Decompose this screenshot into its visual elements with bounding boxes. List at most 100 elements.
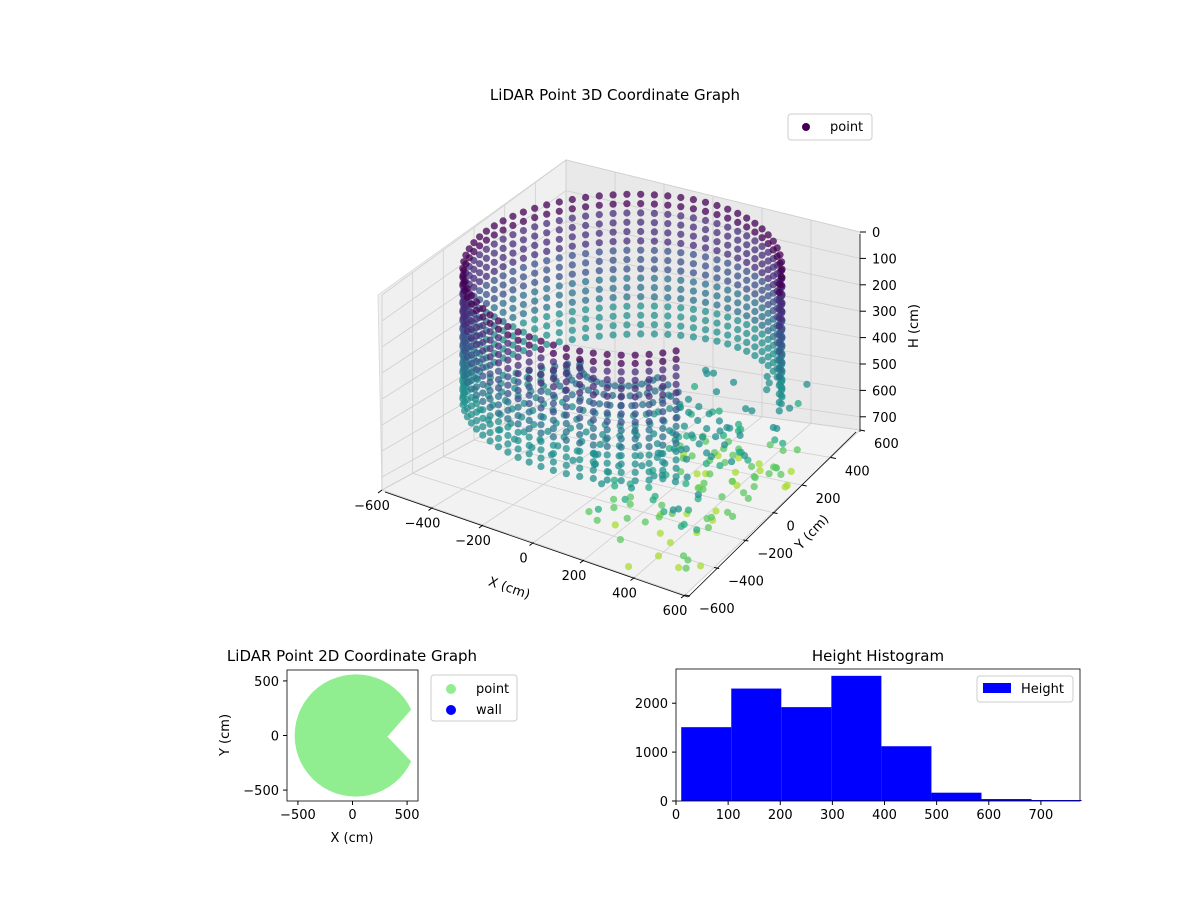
- scatter3d-point: [775, 288, 783, 296]
- scatter3d-point: [751, 307, 759, 316]
- scatter3d-point: [713, 310, 721, 318]
- scatter3d-point: [617, 368, 625, 376]
- scatter3d-point: [472, 408, 481, 416]
- scatter3d-point: [758, 356, 766, 364]
- scatter3d-point: [549, 441, 558, 449]
- histogram-bar: [931, 792, 982, 801]
- histogram-x-tick-label: 0: [672, 808, 680, 823]
- scatter3d-point: [701, 280, 710, 288]
- scatter3d-point: [721, 441, 729, 449]
- scatter3d-point: [617, 376, 625, 384]
- scatter3d-point: [631, 460, 639, 468]
- scatter3d-point: [555, 198, 563, 206]
- scatter3d-point: [659, 349, 667, 357]
- scatter3d-point: [603, 367, 611, 375]
- scatter3d-point: [743, 214, 751, 222]
- scatter3d-point: [701, 198, 710, 206]
- scatter3d-point: [677, 258, 685, 266]
- scatter3d-point: [519, 300, 528, 309]
- scatter3d-point: [519, 319, 528, 327]
- scatter3d-point: [543, 238, 551, 246]
- scatter3d-point: [730, 378, 738, 386]
- scatter3d-point: [514, 420, 522, 428]
- scatter3d-point: [582, 296, 590, 304]
- scatter3d-point: [543, 201, 551, 209]
- scatter3d-point: [598, 380, 606, 388]
- scatter3d-point: [659, 366, 667, 374]
- scatter3d-z-tick-label: 500: [872, 358, 897, 373]
- scatter3d-point: [611, 521, 619, 529]
- scatter3d-point: [568, 270, 576, 278]
- scatter3d-point: [744, 494, 752, 502]
- scatter2d-legend: point wall: [430, 674, 518, 722]
- histogram-x-tick-label: 300: [820, 808, 845, 823]
- histogram-y-tick-label: 0: [660, 795, 668, 810]
- scatter3d-point: [490, 295, 498, 303]
- scatter3d-point: [623, 256, 631, 264]
- scatter3d-point: [743, 232, 751, 240]
- scatter3d-point: [603, 350, 611, 359]
- scatter3d-point: [482, 263, 490, 271]
- scatter3d-point: [582, 278, 590, 286]
- scatter3d-point: [734, 290, 742, 298]
- scatter3d-point: [595, 323, 603, 331]
- scatter3d-point: [531, 325, 539, 333]
- scatter3d-point: [569, 456, 577, 464]
- scatter3d-point: [476, 269, 484, 277]
- scatter3d-point: [504, 373, 512, 381]
- histogram-bar: [981, 799, 1032, 801]
- scatter3d-point: [758, 234, 766, 242]
- scatter3d-point: [631, 385, 639, 393]
- scatter3d-y-tick-label: −400: [728, 575, 764, 590]
- scatter3d-point: [775, 365, 783, 373]
- scatter3d-point: [562, 436, 570, 444]
- scatter3d-point: [472, 349, 481, 357]
- scatter3d-point: [664, 220, 672, 228]
- scatter3d-point: [713, 328, 721, 336]
- scatter3d-point: [589, 382, 597, 391]
- scatter3d-point: [531, 204, 539, 212]
- scatter2d-y-axis-label: Y (cm): [218, 714, 233, 757]
- scatter3d-point: [775, 322, 783, 330]
- scatter3d-point: [763, 386, 771, 394]
- scatter3d-point: [637, 190, 645, 198]
- scatter3d-point: [486, 403, 494, 411]
- scatter3d-point: [679, 552, 688, 560]
- histogram-x-tick-label: 100: [716, 808, 741, 823]
- scatter3d-point: [677, 295, 685, 303]
- scatter3d-point: [650, 246, 659, 255]
- scatter3d-point: [595, 313, 603, 322]
- scatter3d-point: [486, 429, 494, 437]
- scatter3d-point: [705, 410, 713, 418]
- scatter3d-point: [589, 399, 597, 407]
- scatter3d-point: [568, 326, 576, 334]
- scatter3d-point: [677, 313, 685, 321]
- scatter3d-point: [631, 418, 639, 426]
- scatter3d-point: [776, 251, 784, 259]
- scatter3d-point: [724, 331, 732, 339]
- scatter3d-point: [715, 417, 724, 425]
- scatter3d-point: [689, 287, 698, 295]
- scatter3d-point: [494, 434, 503, 442]
- scatter3d-point: [525, 450, 533, 458]
- scatter3d-point: [650, 302, 659, 310]
- scatter3d-point: [494, 401, 503, 409]
- scatter3d-point: [472, 425, 481, 433]
- scatter3d-point: [504, 448, 512, 456]
- scatter3d-point: [631, 452, 639, 460]
- scatter3d-point: [672, 414, 680, 422]
- scatter3d-point: [621, 495, 629, 503]
- scatter3d-point: [637, 321, 645, 329]
- scatter3d-point: [525, 425, 533, 433]
- scatter3d-point: [609, 284, 617, 292]
- scatter3d-point: [617, 385, 625, 393]
- scatter3d-point: [650, 472, 658, 480]
- scatter3d-point: [724, 268, 732, 276]
- scatter3d-point: [519, 236, 528, 244]
- scatter3d-y-axis-line: [687, 431, 857, 598]
- scatter3d-point: [695, 403, 703, 411]
- scatter3d-point: [486, 412, 494, 420]
- scatter3d-point: [718, 493, 726, 501]
- scatter3d-point: [537, 362, 545, 370]
- scatter3d-point: [595, 201, 603, 209]
